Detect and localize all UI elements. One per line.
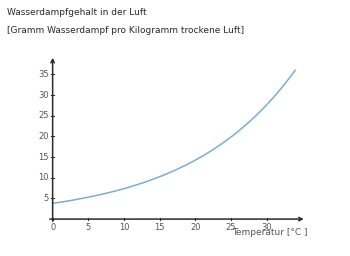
- Text: 30: 30: [38, 91, 49, 100]
- Text: 15: 15: [154, 223, 165, 232]
- Text: 10: 10: [38, 173, 49, 182]
- Text: 30: 30: [261, 223, 272, 232]
- Text: 10: 10: [119, 223, 129, 232]
- Text: Wasserdampfgehalt in der Luft: Wasserdampfgehalt in der Luft: [7, 8, 147, 17]
- Text: 20: 20: [190, 223, 201, 232]
- Text: 5: 5: [44, 194, 49, 203]
- Text: 5: 5: [86, 223, 91, 232]
- Text: Temperatur [°C ]: Temperatur [°C ]: [232, 228, 307, 237]
- Text: 0: 0: [50, 223, 55, 232]
- Text: 35: 35: [38, 70, 49, 79]
- Text: 25: 25: [38, 111, 49, 120]
- Text: 25: 25: [226, 223, 236, 232]
- Text: 20: 20: [38, 132, 49, 141]
- Text: [Gramm Wasserdampf pro Kilogramm trockene Luft]: [Gramm Wasserdampf pro Kilogramm trocken…: [7, 26, 244, 35]
- Text: 15: 15: [38, 153, 49, 162]
